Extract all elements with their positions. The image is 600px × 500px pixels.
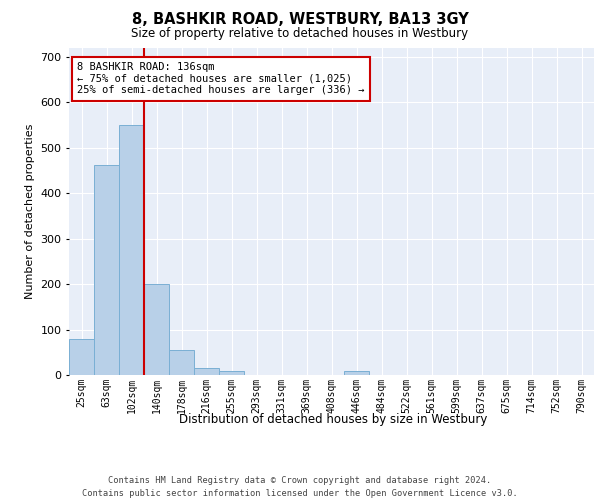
- Bar: [94, 165, 119, 375]
- Bar: [194, 368, 219, 375]
- Bar: [169, 350, 194, 375]
- Text: Distribution of detached houses by size in Westbury: Distribution of detached houses by size …: [179, 412, 487, 426]
- Bar: [69, 338, 94, 375]
- Bar: [344, 372, 369, 375]
- Text: Contains HM Land Registry data © Crown copyright and database right 2024.
Contai: Contains HM Land Registry data © Crown c…: [82, 476, 518, 498]
- Text: 8 BASHKIR ROAD: 136sqm
← 75% of detached houses are smaller (1,025)
25% of semi-: 8 BASHKIR ROAD: 136sqm ← 75% of detached…: [77, 62, 364, 96]
- Bar: [219, 372, 244, 375]
- Text: Size of property relative to detached houses in Westbury: Size of property relative to detached ho…: [131, 28, 469, 40]
- Y-axis label: Number of detached properties: Number of detached properties: [25, 124, 35, 299]
- Text: 8, BASHKIR ROAD, WESTBURY, BA13 3GY: 8, BASHKIR ROAD, WESTBURY, BA13 3GY: [131, 12, 469, 28]
- Bar: [119, 126, 144, 375]
- Bar: [144, 284, 169, 375]
